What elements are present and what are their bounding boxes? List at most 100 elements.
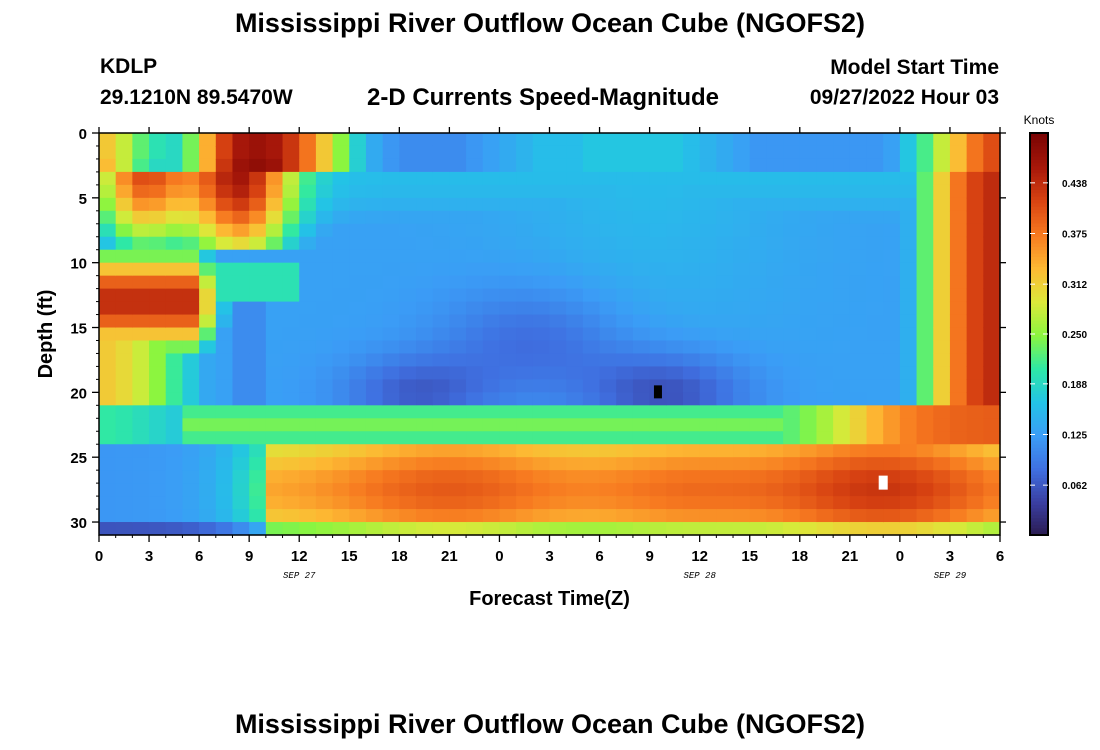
heat-cell bbox=[949, 249, 968, 264]
colorbar-tick-label: 0.312 bbox=[1062, 280, 1087, 291]
heat-cell bbox=[749, 236, 768, 251]
heat-cell bbox=[616, 353, 634, 368]
heat-cell bbox=[516, 392, 534, 406]
heat-cell bbox=[983, 405, 1001, 419]
heat-cell bbox=[99, 197, 117, 212]
x-tick-label: 6 bbox=[195, 548, 203, 565]
heat-cell bbox=[482, 184, 501, 199]
heat-cell bbox=[699, 483, 717, 497]
heat-cell bbox=[599, 288, 617, 303]
heat-cell bbox=[749, 431, 768, 445]
colorbar-swatch bbox=[1030, 478, 1048, 482]
heat-cell bbox=[632, 470, 651, 484]
heat-cell bbox=[799, 133, 818, 147]
heat-cell bbox=[449, 314, 467, 329]
heat-cell bbox=[215, 249, 234, 264]
heat-cell bbox=[716, 210, 734, 225]
heat-cell bbox=[165, 522, 184, 536]
heat-cell bbox=[466, 301, 484, 316]
colorbar-swatch bbox=[1030, 340, 1048, 345]
heat-cell bbox=[315, 431, 334, 445]
heat-cell bbox=[833, 483, 851, 497]
heat-cell bbox=[883, 418, 901, 432]
heat-cell bbox=[99, 301, 117, 316]
heat-cell bbox=[499, 509, 517, 523]
heat-cell bbox=[299, 314, 317, 329]
heat-cell bbox=[549, 392, 567, 406]
heat-cell bbox=[766, 133, 784, 147]
heat-cell bbox=[582, 236, 601, 251]
heat-cell bbox=[632, 366, 651, 380]
heat-cell bbox=[749, 496, 768, 510]
heat-cell bbox=[866, 366, 884, 380]
heat-cell bbox=[783, 171, 801, 186]
heat-cell bbox=[666, 314, 684, 329]
heat-cell bbox=[132, 197, 150, 212]
heat-cell bbox=[115, 366, 133, 380]
heat-cell bbox=[983, 133, 1001, 147]
heat-cell bbox=[899, 522, 918, 536]
heat-cell bbox=[165, 158, 184, 173]
heat-cell bbox=[566, 145, 584, 160]
heat-cell bbox=[682, 223, 701, 238]
heat-cell bbox=[599, 210, 617, 225]
heat-cell bbox=[482, 249, 501, 264]
heat-cell bbox=[566, 444, 584, 458]
heat-cell bbox=[182, 457, 200, 471]
heat-cell bbox=[516, 496, 534, 510]
x-tick-label: 6 bbox=[996, 548, 1004, 565]
heat-cell bbox=[783, 133, 801, 147]
colorbar-tick-label: 0.250 bbox=[1062, 330, 1087, 341]
heat-cell bbox=[616, 223, 634, 238]
heat-cell bbox=[649, 353, 667, 368]
colorbar-swatch bbox=[1030, 163, 1048, 168]
heat-cell bbox=[549, 431, 567, 445]
heat-cell bbox=[716, 171, 734, 186]
heat-cell bbox=[449, 133, 467, 147]
heat-cell bbox=[315, 262, 334, 277]
heat-cell bbox=[616, 314, 634, 329]
heat-cell bbox=[282, 133, 300, 147]
heat-cell bbox=[199, 288, 217, 303]
heat-cell bbox=[649, 197, 667, 212]
heat-cell bbox=[933, 353, 951, 368]
heat-cell bbox=[115, 392, 133, 406]
heat-cell bbox=[315, 184, 334, 199]
heat-cell bbox=[132, 353, 150, 368]
heat-cell bbox=[749, 457, 768, 471]
heat-cell bbox=[933, 457, 951, 471]
heat-cell bbox=[532, 158, 551, 173]
heat-cell bbox=[733, 210, 751, 225]
heat-cell bbox=[399, 418, 417, 432]
heat-cell bbox=[599, 392, 617, 406]
heat-cell bbox=[482, 236, 501, 251]
heat-cell bbox=[933, 314, 951, 329]
heat-cell bbox=[883, 327, 901, 342]
heat-cell bbox=[532, 223, 551, 238]
heat-cell bbox=[516, 171, 534, 186]
heat-cell bbox=[983, 418, 1001, 432]
heat-cell bbox=[399, 197, 417, 212]
heat-cell bbox=[849, 405, 868, 419]
heat-cell bbox=[382, 327, 400, 342]
heat-cell bbox=[549, 366, 567, 380]
heat-cell bbox=[599, 431, 617, 445]
heat-cell bbox=[516, 483, 534, 497]
heat-cell bbox=[833, 314, 851, 329]
colorbar-swatch bbox=[1030, 263, 1048, 268]
heat-cell bbox=[549, 509, 567, 523]
heat-cell bbox=[749, 392, 768, 406]
heat-cell bbox=[365, 314, 384, 329]
heat-cell bbox=[899, 158, 918, 173]
heat-cell bbox=[416, 184, 434, 199]
heat-cell bbox=[416, 314, 434, 329]
heat-cell bbox=[199, 314, 217, 329]
heat-cell bbox=[232, 457, 250, 471]
heat-cell bbox=[716, 379, 734, 393]
heat-cell bbox=[933, 444, 951, 458]
heat-cell bbox=[199, 457, 217, 471]
heat-cell bbox=[199, 133, 217, 147]
heat-cell bbox=[699, 301, 717, 316]
colorbar-swatch bbox=[1030, 240, 1048, 245]
heat-cell bbox=[315, 522, 334, 536]
